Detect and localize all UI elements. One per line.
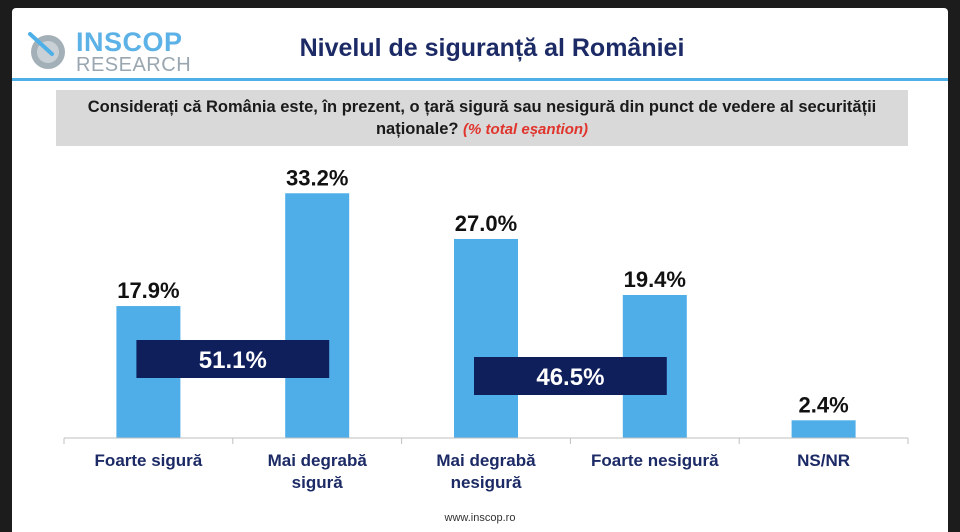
bar-value-label: 33.2% <box>286 165 348 190</box>
slide: INSCOP RESEARCH Nivelul de siguranță al … <box>12 8 948 532</box>
bar <box>791 420 856 438</box>
x-tick-label: Foarte nesigură <box>591 451 719 470</box>
logo-name: INSCOP <box>76 27 183 57</box>
group-total-label: 51.1% <box>199 347 267 374</box>
group-total-box <box>474 357 667 395</box>
inscop-logo-icon <box>28 32 65 69</box>
brand-logo: INSCOP RESEARCH <box>26 22 196 78</box>
question-note: (% total eșantion) <box>463 121 589 138</box>
bar-chart: 17.9% 33.2% 27.0% 19.4% 2.4% Foarte sigură Mai… <box>63 165 909 492</box>
x-tick-label: Mai degrabă nesigură <box>436 451 536 492</box>
logo-subname: RESEARCH <box>76 54 192 76</box>
bar <box>285 193 350 438</box>
question-text: Considerați că România este, în prezent,… <box>87 98 877 138</box>
bar-value-label: 27.0% <box>455 211 517 236</box>
x-tick-label: NS/NR <box>797 451 850 470</box>
bar-value-label: 2.4% <box>799 392 849 417</box>
footer-url: www.inscop.ro <box>444 512 516 524</box>
x-tick-label: Mai degrabă sigură <box>268 451 368 492</box>
bar <box>454 238 518 438</box>
question-box: Considerați că România este, în prezent,… <box>56 90 908 146</box>
bar-value-label: 19.4% <box>624 267 686 292</box>
group-total-box <box>136 340 330 378</box>
page-title: Nivelul de siguranță al României <box>299 34 685 62</box>
bar-value-label: 17.9% <box>117 278 179 303</box>
title-divider <box>12 78 948 81</box>
x-tick-label: Foarte sigură <box>95 451 203 470</box>
group-total-label: 46.5% <box>536 364 604 391</box>
